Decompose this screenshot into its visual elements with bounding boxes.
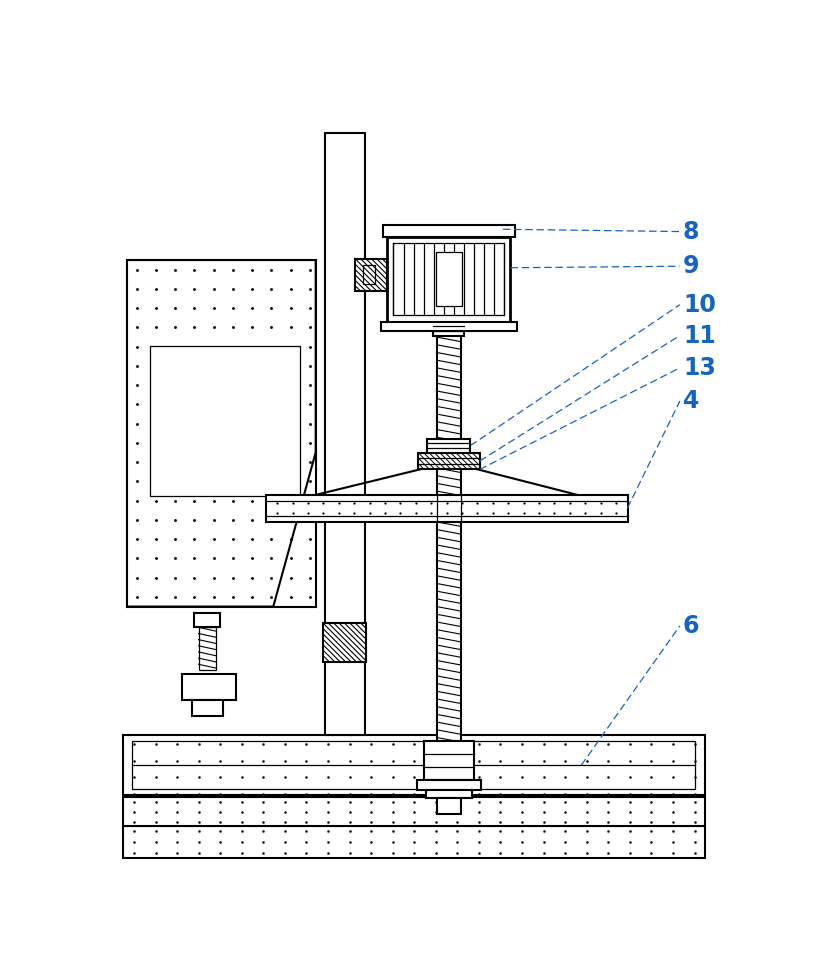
- Bar: [437, 798, 461, 814]
- Bar: [325, 133, 365, 735]
- Bar: [312, 507, 327, 520]
- Bar: [132, 741, 695, 789]
- Text: 4: 4: [683, 389, 699, 413]
- Bar: [427, 439, 470, 453]
- Bar: [194, 613, 220, 627]
- Bar: [437, 321, 461, 741]
- Bar: [266, 495, 628, 522]
- Text: 8: 8: [683, 220, 699, 244]
- Bar: [387, 237, 510, 321]
- Bar: [394, 243, 504, 316]
- Text: 13: 13: [683, 356, 716, 380]
- Bar: [425, 790, 472, 798]
- Bar: [199, 627, 215, 669]
- Bar: [418, 453, 480, 469]
- Bar: [416, 780, 481, 790]
- Bar: [192, 701, 223, 716]
- Bar: [150, 346, 300, 497]
- Bar: [127, 260, 315, 607]
- Bar: [381, 321, 517, 331]
- Bar: [383, 225, 515, 237]
- Bar: [183, 673, 236, 701]
- Bar: [425, 741, 474, 780]
- Text: 9: 9: [683, 254, 699, 278]
- Bar: [434, 321, 465, 335]
- Bar: [324, 623, 367, 662]
- Polygon shape: [127, 260, 315, 607]
- Bar: [123, 735, 704, 795]
- Bar: [363, 266, 375, 284]
- Bar: [355, 259, 387, 291]
- Text: 10: 10: [683, 293, 716, 317]
- Bar: [436, 252, 462, 306]
- Text: 6: 6: [683, 613, 699, 638]
- Bar: [429, 748, 469, 789]
- Bar: [123, 826, 704, 858]
- Bar: [123, 797, 704, 826]
- Text: 11: 11: [683, 323, 716, 348]
